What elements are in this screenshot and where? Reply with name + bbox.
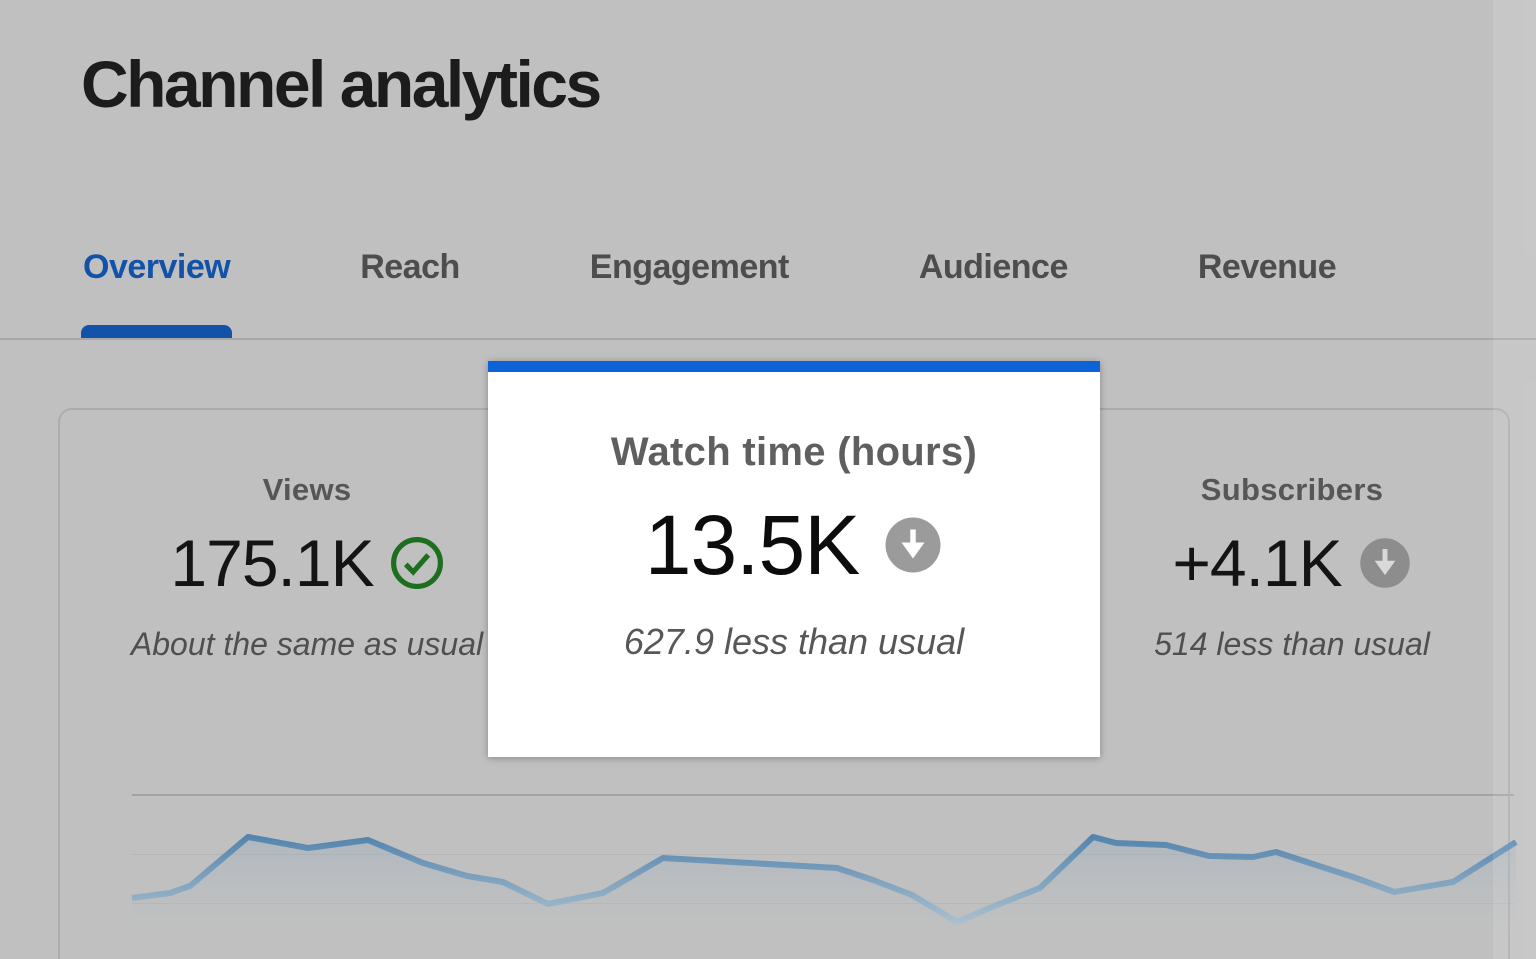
chart-area-fill — [132, 837, 1516, 959]
subscribers-value: +4.1K — [1172, 526, 1342, 600]
tab-engagement[interactable]: Engagement — [589, 248, 790, 286]
tab-reach[interactable]: Reach — [360, 248, 460, 286]
tab-revenue[interactable]: Revenue — [1197, 248, 1337, 286]
chart-gridline-mid — [132, 854, 1514, 855]
chart-line — [131, 834, 1518, 925]
chart-gridline-top — [132, 794, 1514, 796]
tab-overview[interactable]: Overview — [80, 240, 233, 338]
watch-time-note: 627.9 less than usual — [623, 621, 965, 662]
page-title: Channel analytics — [81, 47, 602, 121]
metric-views[interactable]: Views 175.1K About the same as usual — [107, 472, 507, 663]
spotlight-accent-bar — [488, 361, 1100, 372]
tabs-divider — [0, 338, 1536, 340]
views-trend-chart[interactable] — [120, 820, 1536, 959]
views-label: Views — [262, 472, 352, 507]
metric-subscribers[interactable]: Subscribers +4.1K 514 less than usual — [1092, 472, 1492, 663]
tab-audience[interactable]: Audience — [918, 248, 1069, 286]
watch-time-label: Watch time (hours) — [610, 430, 978, 474]
metrics-summary-card: Views 175.1K About the same as usual Sub… — [58, 408, 1514, 959]
subscribers-note: 514 less than usual — [1154, 626, 1430, 662]
analytics-tabs: Overview Reach Engagement Audience Reven… — [80, 240, 1337, 338]
arrow-down-circle-icon — [1359, 538, 1410, 588]
watch-time-value: 13.5K — [644, 498, 861, 592]
views-note: About the same as usual — [130, 626, 484, 662]
check-circle-icon — [390, 537, 443, 589]
page-scrollbar-region[interactable] — [1493, 0, 1536, 959]
views-value: 175.1K — [170, 526, 374, 600]
metric-watch-time-card[interactable]: Watch time (hours) 13.5K 627.9 less than… — [488, 361, 1100, 757]
arrow-down-circle-icon — [885, 517, 941, 573]
subscribers-label: Subscribers — [1200, 472, 1384, 507]
